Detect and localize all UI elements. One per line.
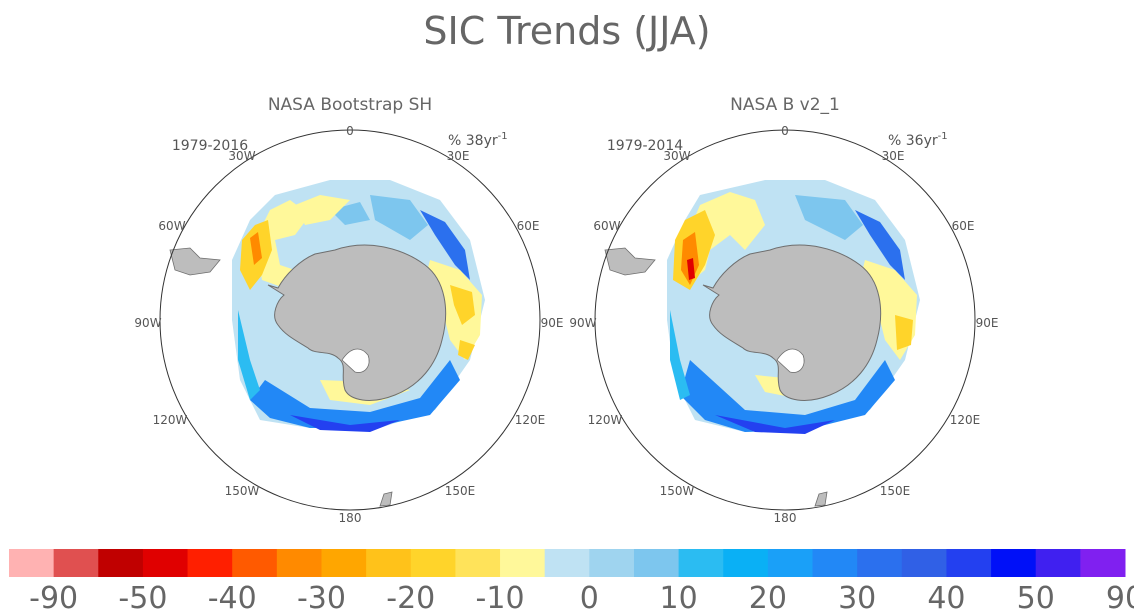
colorbar-tick-label: -90 xyxy=(29,581,78,616)
antarctica-shape xyxy=(267,244,447,401)
colorbar-swatch xyxy=(410,549,456,577)
lon-label-120w: 120W xyxy=(153,413,188,427)
figure-title: SIC Trends (JJA) xyxy=(423,9,710,53)
colorbar-swatch xyxy=(901,549,947,577)
colorbar-swatch xyxy=(723,549,769,577)
longitude-labels: 0 30E 60E 90E 120E 150E 180 150W 120W 90… xyxy=(569,124,998,525)
colorbar-swatch xyxy=(1080,549,1126,577)
colorbar-swatch xyxy=(544,549,590,577)
colorbar-tick-labels: -90 -50 -40 -30 -20 -10 0 10 20 30 40 50 90 xyxy=(29,581,1134,616)
antarctica-land xyxy=(169,244,447,507)
colorbar-tick-label: 40 xyxy=(927,581,965,616)
panel-nasa-bootstrap: NASA Bootstrap SH 1979-2016 % 38yr-1 xyxy=(134,95,563,525)
units-prefix: % 36yr xyxy=(888,133,938,149)
units-exponent: -1 xyxy=(498,131,508,142)
lon-label-150e: 150E xyxy=(445,484,476,498)
lon-label-60w: 60W xyxy=(593,219,620,233)
colorbar-tick-label: 50 xyxy=(1017,581,1055,616)
panel-period: 1979-2016 xyxy=(172,138,248,154)
colorbar-swatch xyxy=(857,549,903,577)
colorbar-swatch xyxy=(142,549,189,577)
colorbar-tick-label: 90 xyxy=(1106,581,1134,616)
colorbar-swatch xyxy=(589,549,635,577)
colorbar-swatch xyxy=(946,549,992,577)
colorbar-swatch xyxy=(232,549,278,577)
panel-title: NASA Bootstrap SH xyxy=(268,95,432,115)
lon-label-150w: 150W xyxy=(660,484,695,498)
colorbar-swatch xyxy=(633,549,680,577)
colorbar-tick-label: -10 xyxy=(476,581,525,616)
colorbar-tick-label: -30 xyxy=(297,581,346,616)
colorbar-swatch xyxy=(500,549,546,577)
panel-units: % 36yr-1 xyxy=(888,131,948,149)
colorbar-tick-label: -50 xyxy=(118,581,167,616)
colorbar-swatch xyxy=(455,549,501,577)
lon-label-60e: 60E xyxy=(952,219,975,233)
colorbar-swatch xyxy=(1035,549,1081,577)
lon-label-90e: 90E xyxy=(976,316,999,330)
colorbar-swatch xyxy=(9,549,55,577)
lon-label-180: 180 xyxy=(774,511,797,525)
new-zealand-land xyxy=(814,491,828,507)
map-boundary xyxy=(594,129,976,511)
lon-label-30e: 30E xyxy=(447,149,470,163)
lon-label-30w: 30W xyxy=(228,149,255,163)
lon-label-120e: 120E xyxy=(515,413,546,427)
colorbar-swatch xyxy=(366,549,412,577)
colorbar-swatch xyxy=(98,549,144,577)
colorbar-swatch xyxy=(187,549,233,577)
lon-label-120w: 120W xyxy=(588,413,623,427)
lon-label-150w: 150W xyxy=(225,484,260,498)
colorbar-swatch xyxy=(276,549,322,577)
longitude-labels: 0 30E 60E 90E 120E 150E 180 150W 120W 90… xyxy=(134,124,563,525)
lon-label-120e: 120E xyxy=(950,413,981,427)
lon-label-90w: 90W xyxy=(569,316,596,330)
lon-label-90e: 90E xyxy=(541,316,564,330)
antarctica-land xyxy=(604,244,882,507)
colorbar-swatch xyxy=(767,549,814,577)
colorbar-tick-label: 0 xyxy=(580,581,599,616)
colorbar-swatch xyxy=(53,549,99,577)
lon-label-30w: 30W xyxy=(663,149,690,163)
units-prefix: % 38yr xyxy=(448,133,498,149)
colorbar-tick-label: 30 xyxy=(838,581,876,616)
colorbar-tick-label: 10 xyxy=(660,581,698,616)
antarctica-shape xyxy=(702,244,882,401)
ross-ice-cutout xyxy=(776,348,805,373)
lon-label-180: 180 xyxy=(339,511,362,525)
lon-label-150e: 150E xyxy=(880,484,911,498)
lon-label-90w: 90W xyxy=(134,316,161,330)
south-america-land xyxy=(604,247,656,276)
units-exponent: -1 xyxy=(938,131,948,142)
lon-label-0: 0 xyxy=(346,124,354,138)
panel-title: NASA B v2_1 xyxy=(730,95,840,115)
panel-period: 1979-2014 xyxy=(607,138,683,154)
map-boundary xyxy=(159,129,541,511)
panel-units: % 38yr-1 xyxy=(448,131,508,149)
south-america-land xyxy=(169,247,221,276)
panel-nasa-b-v2-1: NASA B v2_1 1979-2014 % 36yr-1 xyxy=(569,95,998,525)
lon-label-60e: 60E xyxy=(517,219,540,233)
ross-ice-cutout xyxy=(341,348,370,373)
colorbar-tick-label: -40 xyxy=(208,581,257,616)
colorbar xyxy=(9,549,1126,577)
lon-label-60w: 60W xyxy=(158,219,185,233)
colorbar-swatch xyxy=(812,549,858,577)
colorbar-swatch xyxy=(991,549,1037,577)
new-zealand-land xyxy=(379,491,393,507)
colorbar-tick-label: 20 xyxy=(749,581,787,616)
colorbar-swatch xyxy=(321,549,367,577)
colorbar-swatch xyxy=(678,549,724,577)
lon-label-30e: 30E xyxy=(882,149,905,163)
colorbar-tick-label: -20 xyxy=(386,581,435,616)
lon-label-0: 0 xyxy=(781,124,789,138)
